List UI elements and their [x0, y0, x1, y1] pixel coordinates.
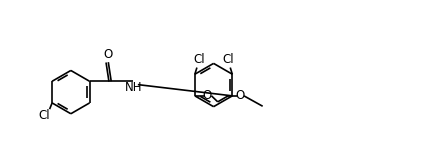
- Text: O: O: [203, 89, 212, 102]
- Text: O: O: [104, 48, 113, 61]
- Text: NH: NH: [125, 81, 143, 94]
- Text: Cl: Cl: [39, 109, 50, 122]
- Text: Cl: Cl: [222, 53, 234, 66]
- Text: Cl: Cl: [193, 53, 205, 66]
- Text: O: O: [235, 89, 244, 102]
